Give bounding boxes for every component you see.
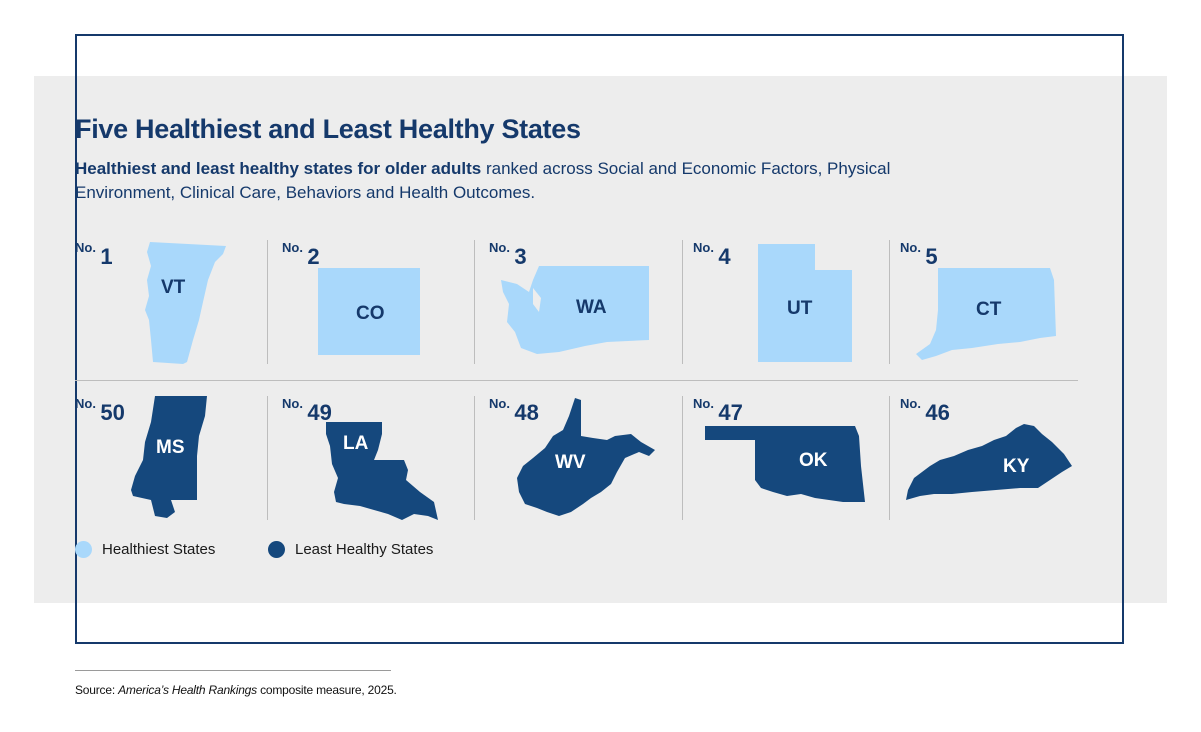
- state-abbr: CO: [356, 303, 385, 324]
- state-abbr: MS: [156, 437, 185, 458]
- oklahoma-map-shape: [705, 426, 865, 502]
- state-abbr: KY: [1003, 456, 1030, 477]
- louisiana-map-shape: [326, 422, 438, 520]
- state-card-ct: No. 5 CT: [900, 240, 1100, 370]
- subtitle-rest: ranked across Social and Economic Factor…: [75, 159, 891, 202]
- state-card-ut: No. 4 UT: [693, 240, 893, 370]
- washington-map-shape: [501, 266, 649, 354]
- rank-prefix: No.: [75, 240, 96, 255]
- state-card-wv: No. 48 WV: [489, 396, 689, 526]
- rank-number: 1: [100, 244, 113, 269]
- colorado-map-shape: [318, 268, 420, 355]
- source-rest: composite measure, 2025.: [256, 683, 397, 697]
- rank-number: 5: [925, 244, 938, 269]
- rank-label: No. 46: [900, 396, 950, 425]
- column-divider: [474, 240, 475, 364]
- subtitle: Healthiest and least healthy states for …: [75, 157, 895, 205]
- rank-label: No. 49: [282, 396, 332, 425]
- state-card-la: No. 49 LA: [282, 396, 482, 526]
- rank-number: 47: [718, 400, 743, 425]
- rank-number: 4: [718, 244, 731, 269]
- rank-label: No. 4: [693, 240, 731, 269]
- state-abbr: UT: [787, 298, 813, 319]
- rank-prefix: No.: [900, 240, 921, 255]
- state-abbr: LA: [343, 433, 369, 454]
- rank-prefix: No.: [900, 396, 921, 411]
- rank-prefix: No.: [489, 240, 510, 255]
- rank-label: No. 47: [693, 396, 743, 425]
- source-rule: [75, 670, 391, 671]
- state-abbr: WV: [555, 452, 586, 473]
- column-divider: [267, 396, 268, 520]
- rank-number: 46: [925, 400, 950, 425]
- rank-number: 2: [307, 244, 320, 269]
- rank-number: 3: [514, 244, 527, 269]
- state-card-co: No. 2 CO: [282, 240, 482, 370]
- state-card-ky: No. 46 KY: [900, 396, 1100, 526]
- rank-label: No. 5: [900, 240, 938, 269]
- subtitle-bold: Healthiest and least healthy states for …: [75, 159, 482, 178]
- rank-prefix: No.: [693, 240, 714, 255]
- vermont-map-shape: [145, 242, 226, 364]
- mississippi-map-shape: [131, 396, 207, 518]
- kentucky-map-shape: [906, 424, 1072, 500]
- column-divider: [682, 240, 683, 364]
- west-virginia-map-shape: [517, 398, 655, 516]
- state-card-wa: No. 3 WA: [489, 240, 689, 370]
- state-abbr: VT: [161, 277, 186, 298]
- page-title: Five Healthiest and Least Healthy States: [75, 114, 581, 144]
- rank-label: No. 2: [282, 240, 320, 269]
- state-abbr: CT: [976, 299, 1002, 320]
- rank-prefix: No.: [282, 396, 303, 411]
- utah-map-shape: [758, 244, 852, 362]
- light-blue-dot-icon: [75, 541, 92, 558]
- state-card-ms: No. 50 MS: [75, 396, 275, 526]
- source-note: Source: America’s Health Rankings compos…: [75, 683, 397, 697]
- state-card-vt: No. 1 VT: [75, 240, 275, 370]
- rank-number: 48: [514, 400, 539, 425]
- rank-label: No. 50: [75, 396, 125, 425]
- rank-label: No. 3: [489, 240, 527, 269]
- column-divider: [267, 240, 268, 364]
- legend-label: Healthiest States: [102, 541, 216, 558]
- dark-blue-dot-icon: [268, 541, 285, 558]
- rank-label: No. 48: [489, 396, 539, 425]
- source-title: America’s Health Rankings: [118, 683, 257, 697]
- rank-number: 50: [100, 400, 125, 425]
- legend-label: Least Healthy States: [295, 541, 434, 558]
- column-divider: [474, 396, 475, 520]
- column-divider: [682, 396, 683, 520]
- column-divider: [889, 396, 890, 520]
- state-card-ok: No. 47 OK: [693, 396, 893, 526]
- source-prefix: Source:: [75, 683, 119, 697]
- row-divider: [75, 380, 1078, 381]
- rank-prefix: No.: [693, 396, 714, 411]
- rank-prefix: No.: [489, 396, 510, 411]
- rank-prefix: No.: [75, 396, 96, 411]
- state-abbr: WA: [576, 297, 607, 318]
- rank-number: 49: [307, 400, 332, 425]
- connecticut-map-shape: [916, 268, 1056, 360]
- state-abbr: OK: [799, 450, 828, 471]
- rank-label: No. 1: [75, 240, 113, 269]
- rank-prefix: No.: [282, 240, 303, 255]
- legend-healthiest: Healthiest States: [75, 541, 215, 558]
- outer-frame: [75, 34, 1124, 644]
- legend-least-healthy: Least Healthy States: [268, 541, 433, 558]
- column-divider: [889, 240, 890, 364]
